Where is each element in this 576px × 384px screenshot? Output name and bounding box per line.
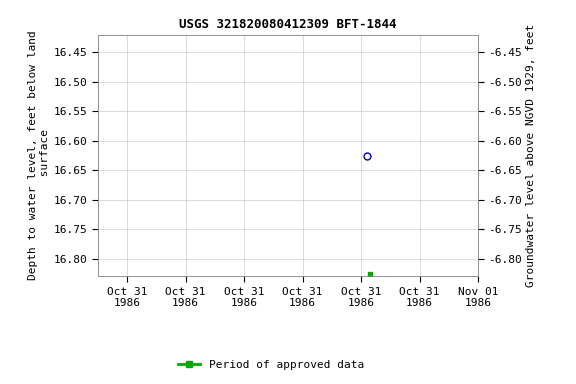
Y-axis label: Groundwater level above NGVD 1929, feet: Groundwater level above NGVD 1929, feet (526, 24, 536, 287)
Y-axis label: Depth to water level, feet below land
 surface: Depth to water level, feet below land su… (28, 31, 50, 280)
Legend: Period of approved data: Period of approved data (173, 356, 368, 375)
Title: USGS 321820080412309 BFT-1844: USGS 321820080412309 BFT-1844 (179, 18, 397, 31)
